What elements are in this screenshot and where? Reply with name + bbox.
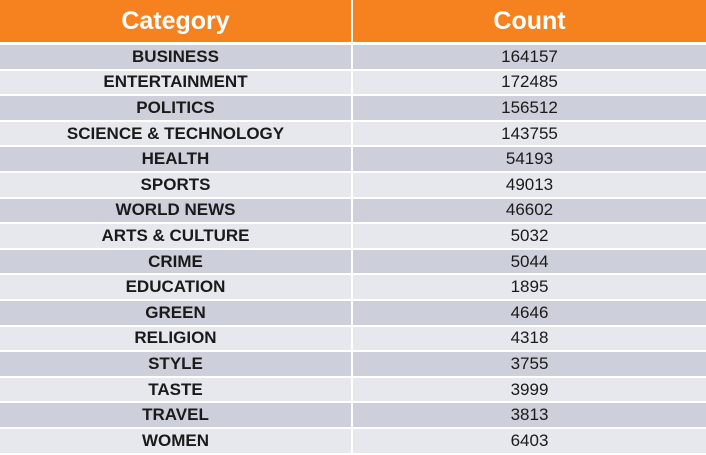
count-cell: 172485 xyxy=(353,70,706,97)
category-cell: RELIGION xyxy=(0,326,353,353)
category-cell: EDUCATION xyxy=(0,275,353,301)
category-cell: ARTS & CULTURE xyxy=(0,224,353,250)
count-cell: 143755 xyxy=(353,121,706,148)
table-row: GREEN 4646 xyxy=(0,300,706,327)
category-cell: BUSINESS xyxy=(0,45,353,71)
table-row: TRAVEL 3813 xyxy=(0,403,706,429)
category-cell: CRIME xyxy=(0,249,353,276)
category-cell: WOMEN xyxy=(0,428,353,455)
count-cell: 1895 xyxy=(353,275,706,301)
column-header-count: Count xyxy=(353,0,706,45)
category-cell: SPORTS xyxy=(0,172,353,199)
count-cell: 156512 xyxy=(353,96,706,122)
table-row: CRIME 5044 xyxy=(0,249,706,276)
table-row: SCIENCE & TECHNOLOGY 143755 xyxy=(0,121,706,148)
category-cell: POLITICS xyxy=(0,96,353,122)
table-row: STYLE 3755 xyxy=(0,352,706,378)
header-row: Category Count xyxy=(0,0,706,45)
count-cell: 4318 xyxy=(353,326,706,353)
category-cell: TASTE xyxy=(0,377,353,404)
count-cell: 4646 xyxy=(353,300,706,327)
column-header-category: Category xyxy=(0,0,353,45)
table-row: HEALTH 54193 xyxy=(0,147,706,173)
category-cell: GREEN xyxy=(0,300,353,327)
table-row: EDUCATION 1895 xyxy=(0,275,706,301)
category-cell: TRAVEL xyxy=(0,403,353,429)
count-cell: 5044 xyxy=(353,249,706,276)
category-cell: STYLE xyxy=(0,352,353,378)
table-body: BUSINESS 164157 ENTERTAINMENT 172485 POL… xyxy=(0,45,706,455)
table-row: POLITICS 156512 xyxy=(0,96,706,122)
table-row: BUSINESS 164157 xyxy=(0,45,706,71)
table-row: WORLD NEWS 46602 xyxy=(0,198,706,225)
category-cell: WORLD NEWS xyxy=(0,198,353,225)
category-cell: HEALTH xyxy=(0,147,353,173)
table-header: Category Count xyxy=(0,0,706,45)
table-row: RELIGION 4318 xyxy=(0,326,706,353)
table-row: ENTERTAINMENT 172485 xyxy=(0,70,706,97)
table-row: ARTS & CULTURE 5032 xyxy=(0,224,706,250)
count-cell: 3755 xyxy=(353,352,706,378)
count-cell: 3999 xyxy=(353,377,706,404)
category-cell: SCIENCE & TECHNOLOGY xyxy=(0,121,353,148)
category-cell: ENTERTAINMENT xyxy=(0,70,353,97)
table-row: TASTE 3999 xyxy=(0,377,706,404)
count-cell: 54193 xyxy=(353,147,706,173)
count-cell: 3813 xyxy=(353,403,706,429)
count-cell: 5032 xyxy=(353,224,706,250)
table-row: SPORTS 49013 xyxy=(0,172,706,199)
count-cell: 164157 xyxy=(353,45,706,71)
count-cell: 46602 xyxy=(353,198,706,225)
count-cell: 49013 xyxy=(353,172,706,199)
